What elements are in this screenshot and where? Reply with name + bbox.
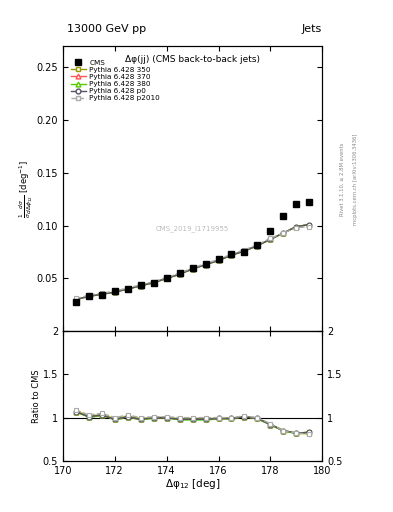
Y-axis label: Ratio to CMS: Ratio to CMS <box>32 369 41 423</box>
Text: Rivet 3.1.10, ≥ 2.8M events: Rivet 3.1.10, ≥ 2.8M events <box>340 142 344 216</box>
Text: CMS_2019_I1719955: CMS_2019_I1719955 <box>156 225 229 232</box>
Text: 13000 GeV pp: 13000 GeV pp <box>67 24 146 34</box>
Text: Jets: Jets <box>302 24 322 34</box>
X-axis label: Δφ$_{12}$ [deg]: Δφ$_{12}$ [deg] <box>165 477 220 491</box>
Legend: CMS, Pythia 6.428 350, Pythia 6.428 370, Pythia 6.428 380, Pythia 6.428 p0, Pyth: CMS, Pythia 6.428 350, Pythia 6.428 370,… <box>69 58 162 103</box>
Text: mcplots.cern.ch [arXiv:1306.3436]: mcplots.cern.ch [arXiv:1306.3436] <box>353 134 358 225</box>
Text: Δφ(jj) (CMS back-to-back jets): Δφ(jj) (CMS back-to-back jets) <box>125 55 260 63</box>
Y-axis label: $\frac{1}{\sigma}\frac{d\sigma}{d\Delta\phi_{12}}$ [deg$^{-1}$]: $\frac{1}{\sigma}\frac{d\sigma}{d\Delta\… <box>18 160 35 218</box>
